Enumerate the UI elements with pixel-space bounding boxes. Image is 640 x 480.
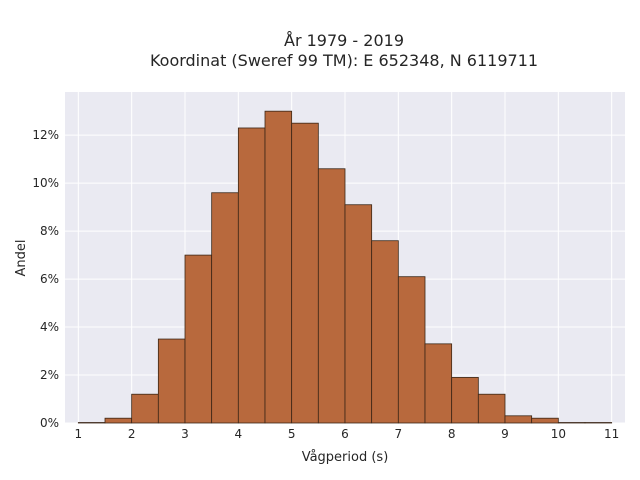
y-tick-label: 12% <box>32 128 59 142</box>
histogram-bar <box>104 417 133 424</box>
x-tick-label: 10 <box>551 427 566 441</box>
x-tick-label: 11 <box>604 427 619 441</box>
histogram-bar <box>291 122 319 424</box>
histogram-bar <box>451 377 479 424</box>
x-tick-label: 4 <box>235 427 243 441</box>
chart-title-line1: År 1979 - 2019 <box>284 31 404 50</box>
x-tick-label: 3 <box>181 427 189 441</box>
x-tick-label: 7 <box>395 427 403 441</box>
chart-title-line2: Koordinat (Sweref 99 TM): E 652348, N 61… <box>150 51 538 70</box>
bars-group <box>77 110 613 424</box>
histogram-bar <box>477 393 506 424</box>
y-axis-ticks: 0% 2% 4% 6% 8% 10% 12% <box>32 128 59 430</box>
x-axis-ticks: 1 2 3 4 5 6 7 8 9 10 11 <box>75 427 620 441</box>
histogram-bar <box>237 127 266 424</box>
x-axis-label: Vågperiod (s) <box>302 450 389 465</box>
histogram-bar <box>371 240 399 424</box>
histogram-bar <box>397 276 426 424</box>
x-tick-label: 8 <box>448 427 456 441</box>
y-axis-label: Andel <box>14 240 29 277</box>
y-tick-label: 10% <box>32 176 59 190</box>
y-tick-label: 8% <box>40 224 59 238</box>
histogram-bar <box>344 204 373 424</box>
histogram-bar <box>264 110 293 424</box>
histogram-bar <box>424 343 453 424</box>
histogram-bar <box>531 417 559 424</box>
y-tick-label: 6% <box>40 272 59 286</box>
histogram-bar <box>211 192 239 424</box>
histogram-bar <box>131 393 159 424</box>
x-tick-label: 2 <box>128 427 136 441</box>
x-tick-label: 9 <box>501 427 509 441</box>
histogram-bar <box>157 338 186 424</box>
histogram-bar <box>504 415 533 424</box>
y-tick-label: 4% <box>40 320 59 334</box>
histogram-bar <box>184 254 213 424</box>
x-tick-label: 1 <box>75 427 83 441</box>
y-tick-label: 2% <box>40 368 59 382</box>
histogram-bar <box>317 168 346 424</box>
y-tick-label: 0% <box>40 416 59 430</box>
x-tick-label: 6 <box>341 427 349 441</box>
x-tick-label: 5 <box>288 427 296 441</box>
